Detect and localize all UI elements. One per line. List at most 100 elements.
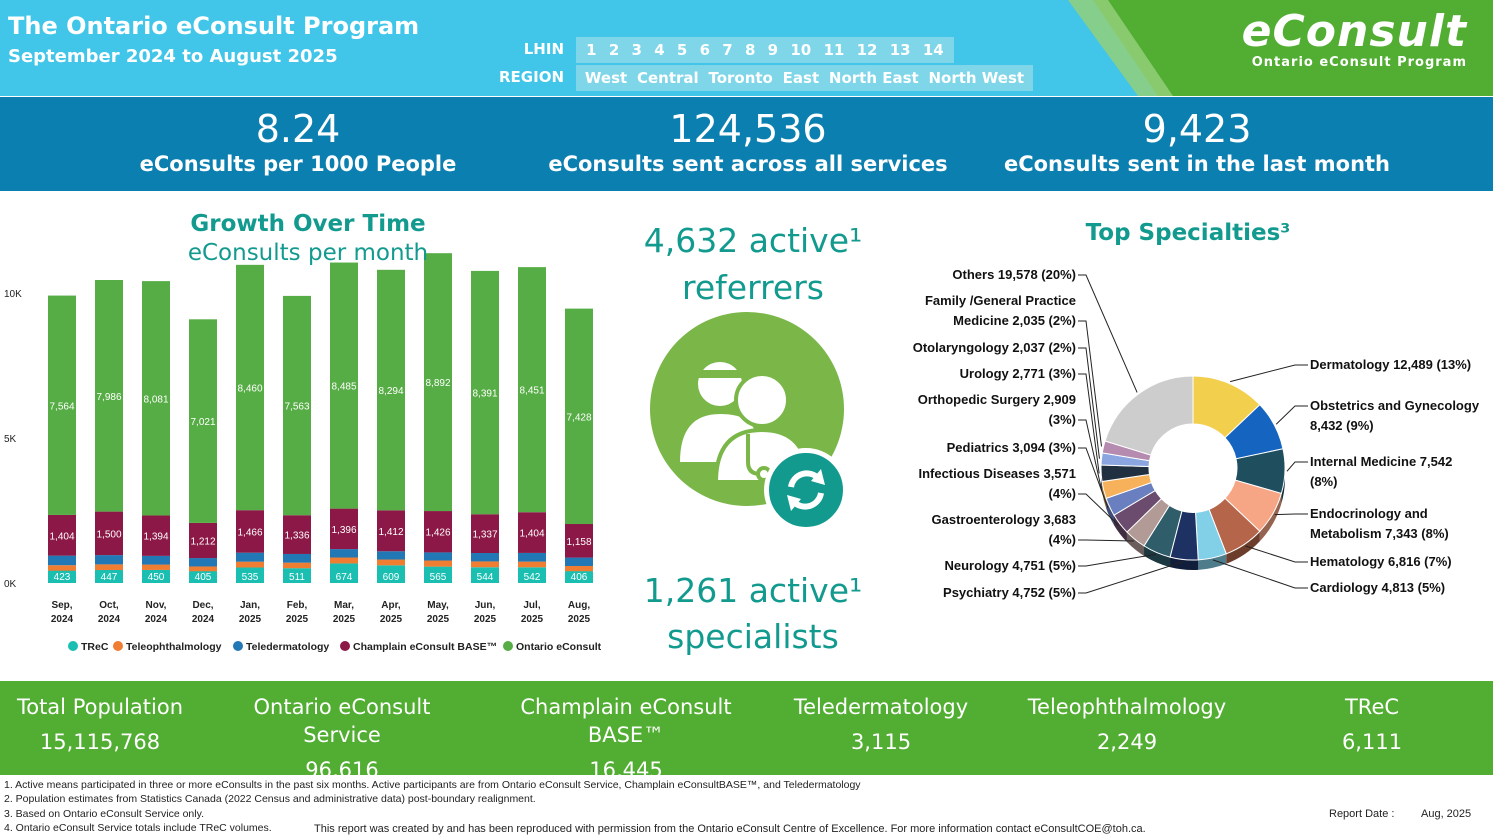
bar-segment-ontario-econsult — [48, 295, 76, 515]
total-label: Ontario eConsult Service — [253, 695, 431, 747]
total-value: 16,445 — [589, 758, 663, 782]
lhin-item-13[interactable]: 13 — [889, 41, 911, 59]
x-tick-label: Jul, — [523, 600, 540, 611]
total-teledermatology: Teledermatology 3,115 — [780, 693, 982, 757]
total-value: 15,115,768 — [39, 730, 161, 754]
trec-label-box — [472, 570, 498, 582]
lhin-item-12[interactable]: 12 — [856, 41, 878, 59]
trec-label-box — [519, 570, 545, 582]
trec-label-box — [378, 570, 404, 582]
slice-label: (3%) — [1049, 412, 1076, 427]
lhin-item-6[interactable]: 6 — [699, 41, 710, 59]
active-specialists-count: 1,261 active¹ — [643, 571, 863, 610]
bar-segment-champlain-econsult-base- — [48, 514, 76, 556]
active-referrers-label: referrers — [682, 268, 824, 307]
leader-line — [1245, 545, 1308, 563]
lhin-item-14[interactable]: 14 — [922, 41, 944, 59]
bar-segment-champlain-econsult-base- — [142, 515, 170, 556]
donut-slice-side — [1113, 515, 1127, 543]
doctor-group-icon — [650, 312, 844, 506]
legend-label: TReC — [81, 641, 109, 653]
slice-label: (8%) — [1310, 474, 1337, 489]
slice-label: Internal Medicine 7,542 — [1310, 454, 1452, 469]
leader-line — [1212, 559, 1308, 589]
total-value: 96,616 — [305, 758, 379, 782]
x-tick-label: 2024 — [145, 614, 168, 625]
slice-label: Dermatology 12,489 (13%) — [1310, 357, 1471, 372]
kpi-value: 124,536 — [669, 107, 827, 151]
lhin-item-1[interactable]: 1 — [586, 41, 597, 59]
slice-label: Psychiatry 4,752 (5%) — [943, 585, 1076, 600]
lhin-item-5[interactable]: 5 — [676, 41, 688, 59]
total-label: Champlain eConsult BASE™ — [520, 695, 732, 747]
bar-value-label: 405 — [195, 572, 212, 583]
region-item-central[interactable]: Central — [636, 69, 699, 87]
lhin-item-2[interactable]: 2 — [608, 41, 620, 59]
slice-label: Urology 2,771 (3%) — [960, 366, 1076, 381]
bar-value-label: 511 — [289, 572, 305, 583]
bar-value-label: 8,081 — [143, 394, 168, 405]
region-item-east[interactable]: East — [782, 69, 820, 87]
bar-segment-champlain-econsult-base- — [565, 524, 593, 558]
legend-swatch — [233, 641, 243, 651]
bar-segment-ontario-econsult — [142, 281, 170, 516]
leader-line — [1078, 419, 1103, 491]
bar-segment-teledermatology — [283, 553, 311, 563]
region-item-west[interactable]: West — [584, 69, 628, 87]
lhin-item-10[interactable]: 10 — [790, 41, 812, 59]
trec-label-box — [49, 570, 75, 582]
page-title: The Ontario eConsult Program — [8, 12, 420, 40]
bar-segment-champlain-econsult-base- — [518, 512, 546, 553]
slice-label: Metabolism 7,343 (8%) — [1310, 526, 1449, 541]
bar-segment-champlain-econsult-base- — [377, 510, 405, 552]
slice-label: Family /General Practice — [925, 293, 1076, 308]
x-tick-label: 2025 — [427, 614, 450, 625]
lhin-item-4[interactable]: 4 — [654, 41, 665, 59]
bar-segment-champlain-econsult-base- — [424, 511, 452, 553]
bar-segment-ontario-econsult — [471, 270, 499, 515]
x-tick-label: Nov, — [146, 600, 167, 611]
bar-segment-teleophthalmology — [95, 564, 123, 571]
leader-line — [1078, 447, 1109, 508]
bar-value-label: 8,391 — [472, 389, 497, 400]
region-item-north-west[interactable]: North West — [928, 69, 1025, 87]
x-tick-label: Apr, — [381, 600, 401, 611]
footnote-3: 3. Based on Ontario eConsult Service onl… — [4, 808, 204, 820]
bar-value-label: 1,394 — [143, 532, 168, 543]
total-champlain: Champlain eConsult BASE™ 16,445 — [486, 693, 766, 785]
bar-segment-teledermatology — [142, 555, 170, 565]
lhin-item-11[interactable]: 11 — [823, 41, 845, 59]
bar-segment-teleophthalmology — [471, 561, 499, 568]
donut-slice-side — [1259, 493, 1282, 542]
bar-segment-ontario-econsult — [565, 308, 593, 525]
total-value: 3,115 — [850, 730, 912, 754]
x-tick-label: 2025 — [333, 614, 356, 625]
lhin-item-8[interactable]: 8 — [744, 41, 756, 59]
bar-value-label: 535 — [242, 572, 259, 583]
bar-segment-teleophthalmology — [236, 561, 264, 568]
total-label: Total Population — [16, 695, 184, 719]
x-tick-label: Mar, — [334, 600, 354, 611]
bar-value-label: 1,426 — [425, 528, 450, 539]
legend-swatch — [113, 641, 123, 651]
bar-value-label: 1,404 — [49, 531, 74, 542]
trec-label-box — [143, 570, 169, 582]
page-subtitle: September 2024 to August 2025 — [8, 46, 338, 67]
lhin-item-9[interactable]: 9 — [767, 41, 779, 59]
region-filter: West Central Toronto East North East North We… — [576, 65, 1033, 91]
leader-line — [1078, 493, 1119, 526]
bar-value-label: 1,396 — [331, 525, 356, 536]
lhin-item-3[interactable]: 3 — [631, 41, 642, 59]
trec-label-box — [96, 570, 122, 582]
region-item-toronto[interactable]: Toronto — [708, 69, 773, 87]
leader-line — [1078, 553, 1156, 567]
lhin-item-7[interactable]: 7 — [722, 41, 733, 59]
region-item-north-east[interactable]: North East — [828, 69, 919, 87]
bar-segment-teleophthalmology — [565, 566, 593, 572]
bar-value-label: 7,986 — [96, 392, 121, 403]
bar-value-label: 1,158 — [566, 537, 591, 548]
top-specialties-title: Top Specialties³ — [1085, 220, 1291, 246]
legend-label: Champlain eConsult BASE™ — [353, 641, 497, 653]
total-value: 2,249 — [1096, 730, 1158, 754]
bar-segment-ontario-econsult — [95, 280, 123, 512]
